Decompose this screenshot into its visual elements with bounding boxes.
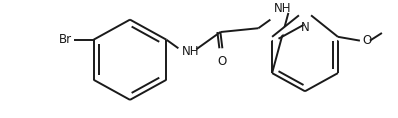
Text: N: N [300, 21, 309, 34]
Text: Br: Br [59, 33, 72, 46]
Text: O: O [362, 34, 371, 47]
Text: NH: NH [182, 45, 200, 58]
Text: O: O [218, 55, 227, 68]
Text: NH: NH [274, 2, 292, 15]
